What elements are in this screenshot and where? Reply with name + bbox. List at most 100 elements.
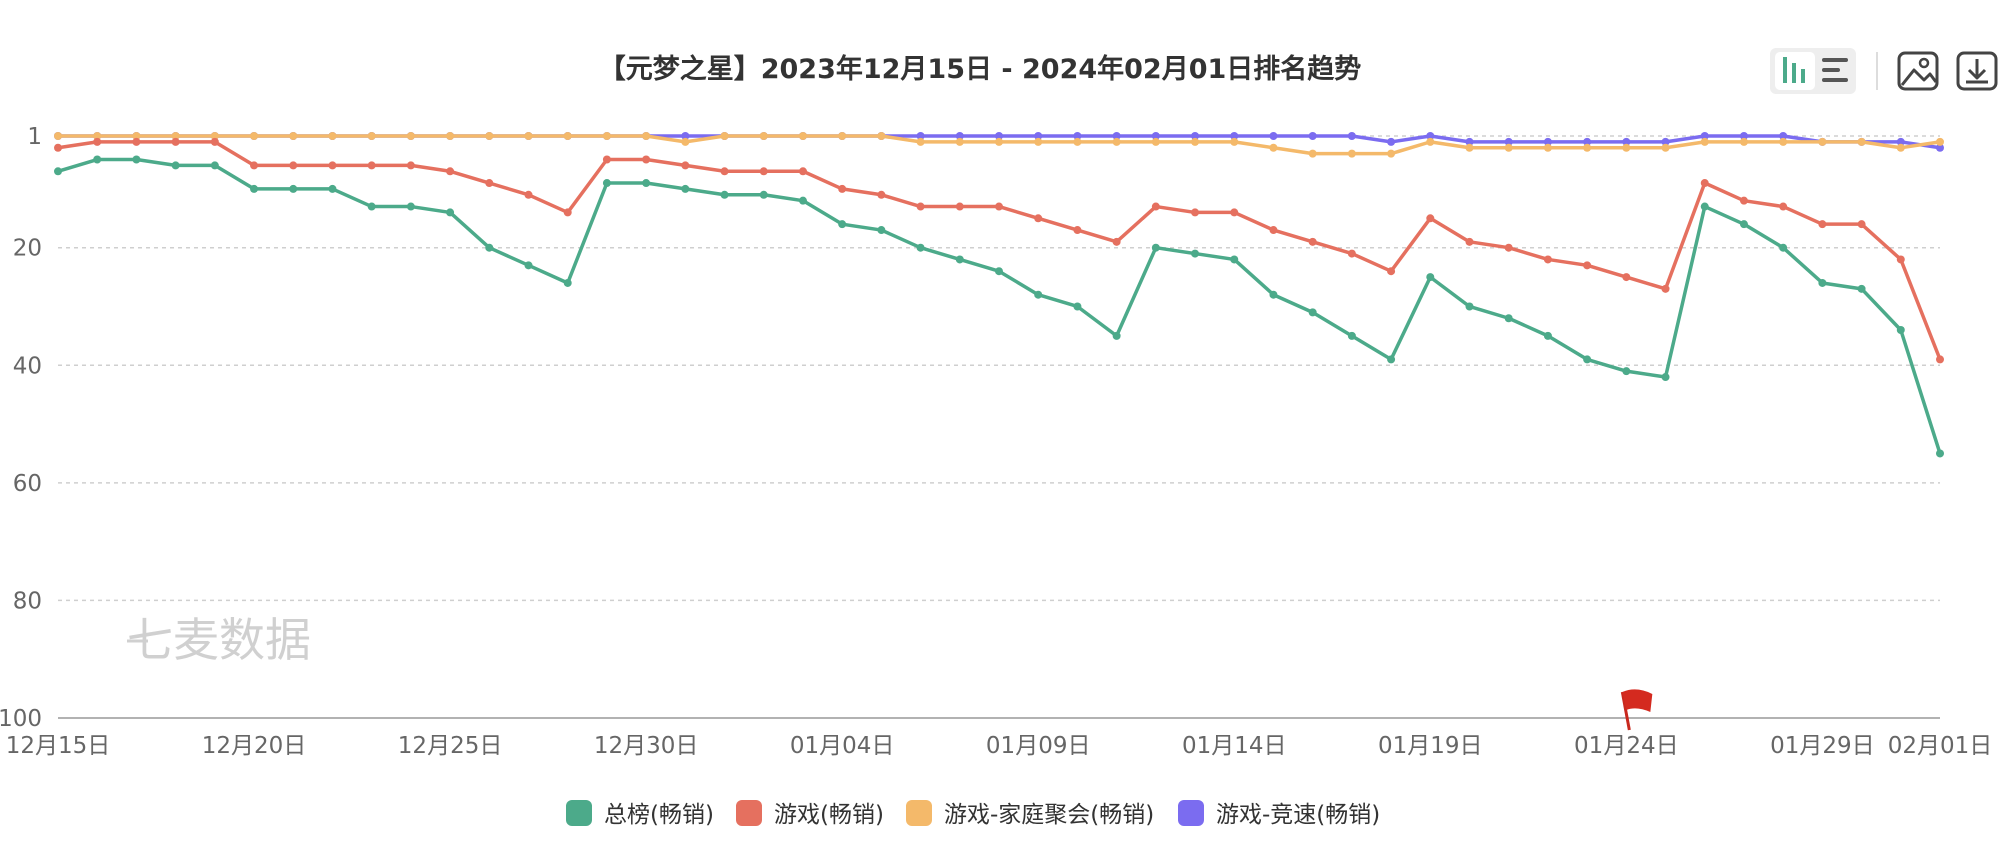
data-point[interactable] xyxy=(367,132,376,140)
data-point[interactable] xyxy=(210,161,219,170)
data-point[interactable] xyxy=(1426,132,1435,140)
data-point[interactable] xyxy=(1583,261,1592,270)
data-point[interactable] xyxy=(1347,149,1356,158)
data-point[interactable] xyxy=(1151,202,1160,211)
data-point[interactable] xyxy=(485,179,494,188)
data-point[interactable] xyxy=(995,137,1003,146)
data-point[interactable] xyxy=(1034,137,1043,146)
data-point[interactable] xyxy=(1739,220,1748,229)
data-point[interactable] xyxy=(1504,143,1513,152)
data-point[interactable] xyxy=(602,155,611,164)
data-point[interactable] xyxy=(955,132,964,140)
data-point[interactable] xyxy=(406,161,415,170)
data-point[interactable] xyxy=(1543,143,1552,152)
data-point[interactable] xyxy=(1465,237,1474,246)
data-point[interactable] xyxy=(995,132,1003,140)
data-point[interactable] xyxy=(563,278,572,287)
data-point[interactable] xyxy=(289,161,298,170)
data-point[interactable] xyxy=(1269,143,1278,152)
data-point[interactable] xyxy=(916,202,925,211)
data-point[interactable] xyxy=(1779,137,1788,146)
data-point[interactable] xyxy=(563,132,572,140)
data-point[interactable] xyxy=(1426,214,1435,223)
data-point[interactable] xyxy=(642,132,651,140)
data-point[interactable] xyxy=(1073,132,1082,140)
data-point[interactable] xyxy=(1426,273,1435,282)
legend-item[interactable]: 游戏(畅销) xyxy=(736,800,884,828)
data-point[interactable] xyxy=(681,161,690,170)
data-point[interactable] xyxy=(524,261,533,270)
data-point[interactable] xyxy=(1779,202,1788,211)
data-point[interactable] xyxy=(1700,132,1709,140)
data-point[interactable] xyxy=(1151,243,1160,252)
data-point[interactable] xyxy=(485,243,494,252)
data-point[interactable] xyxy=(1896,255,1905,264)
data-point[interactable] xyxy=(602,132,611,140)
data-point[interactable] xyxy=(877,226,886,235)
flag-icon[interactable] xyxy=(1620,689,1653,731)
data-point[interactable] xyxy=(1583,137,1592,146)
data-point[interactable] xyxy=(838,132,847,140)
data-point[interactable] xyxy=(1583,355,1592,364)
data-point[interactable] xyxy=(1269,226,1278,235)
data-point[interactable] xyxy=(955,137,964,146)
data-point[interactable] xyxy=(1112,132,1121,140)
data-point[interactable] xyxy=(563,208,572,217)
data-point[interactable] xyxy=(1818,278,1827,287)
data-point[interactable] xyxy=(1661,137,1670,146)
data-point[interactable] xyxy=(720,190,729,199)
data-point[interactable] xyxy=(289,132,298,140)
legend-item[interactable]: 游戏-竞速(畅销) xyxy=(1178,800,1380,828)
data-point[interactable] xyxy=(1779,243,1788,252)
data-point[interactable] xyxy=(1739,196,1748,205)
legend-item[interactable]: 游戏-家庭聚会(畅销) xyxy=(906,800,1154,828)
data-point[interactable] xyxy=(1308,149,1317,158)
data-point[interactable] xyxy=(1112,137,1121,146)
list-view-button[interactable] xyxy=(1822,58,1848,82)
data-point[interactable] xyxy=(1230,255,1239,264)
data-point[interactable] xyxy=(328,161,337,170)
data-point[interactable] xyxy=(367,202,376,211)
data-point[interactable] xyxy=(1896,137,1905,146)
data-point[interactable] xyxy=(1387,149,1396,158)
data-point[interactable] xyxy=(406,132,415,140)
data-point[interactable] xyxy=(1034,132,1043,140)
data-point[interactable] xyxy=(1622,273,1631,282)
data-point[interactable] xyxy=(406,202,415,211)
data-point[interactable] xyxy=(1504,314,1513,323)
data-point[interactable] xyxy=(328,132,337,140)
data-point[interactable] xyxy=(1191,132,1200,140)
data-point[interactable] xyxy=(367,161,376,170)
download-button[interactable] xyxy=(1956,51,1998,91)
data-point[interactable] xyxy=(1700,179,1709,188)
data-point[interactable] xyxy=(1191,249,1200,258)
data-point[interactable] xyxy=(1269,290,1278,299)
data-point[interactable] xyxy=(1112,237,1121,246)
data-point[interactable] xyxy=(1661,284,1670,293)
data-point[interactable] xyxy=(955,202,964,211)
data-point[interactable] xyxy=(995,202,1003,211)
data-point[interactable] xyxy=(720,167,729,176)
data-point[interactable] xyxy=(916,243,925,252)
data-point[interactable] xyxy=(681,132,690,140)
data-point[interactable] xyxy=(798,196,807,205)
data-point[interactable] xyxy=(1700,137,1709,146)
data-point[interactable] xyxy=(1073,137,1082,146)
data-point[interactable] xyxy=(1622,367,1631,376)
data-point[interactable] xyxy=(1034,290,1043,299)
data-point[interactable] xyxy=(524,190,533,199)
data-point[interactable] xyxy=(1936,449,1944,458)
data-point[interactable] xyxy=(446,132,455,140)
data-point[interactable] xyxy=(1739,137,1748,146)
data-point[interactable] xyxy=(1936,137,1944,146)
data-point[interactable] xyxy=(877,132,886,140)
data-point[interactable] xyxy=(877,190,886,199)
data-point[interactable] xyxy=(916,132,925,140)
data-point[interactable] xyxy=(1387,137,1396,146)
data-point[interactable] xyxy=(1073,302,1082,311)
data-point[interactable] xyxy=(250,132,259,140)
bar-chart-view-button[interactable] xyxy=(1770,48,1856,94)
data-point[interactable] xyxy=(681,137,690,146)
data-point[interactable] xyxy=(1230,208,1239,217)
data-point[interactable] xyxy=(1504,137,1513,146)
